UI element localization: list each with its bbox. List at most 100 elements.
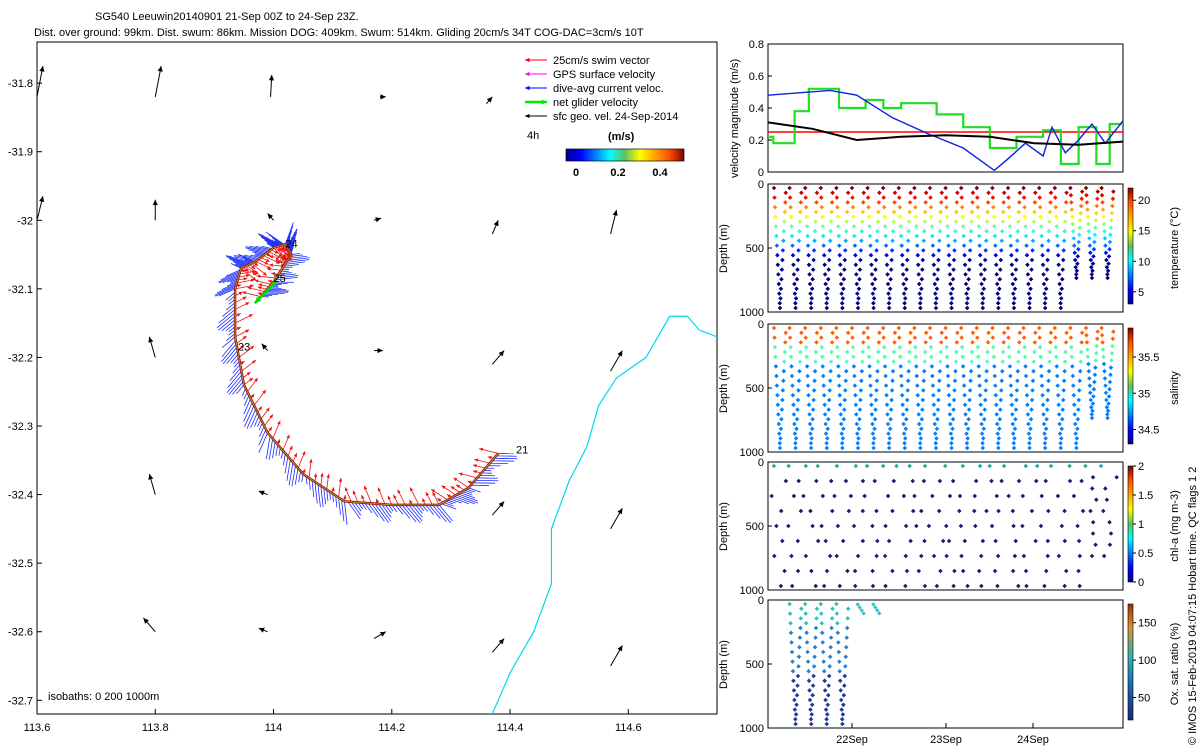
profile-point: [1104, 397, 1109, 403]
profile-point: [1042, 583, 1047, 589]
profile-point: [823, 697, 828, 703]
profile-point: [868, 383, 873, 388]
geo-arrow-head: [258, 490, 265, 496]
profile-point: [1062, 538, 1068, 544]
profile-point: [1069, 354, 1075, 360]
profile-point: [1045, 248, 1051, 253]
profile-point: [845, 190, 851, 196]
profile-point: [914, 364, 919, 369]
profile-point: [1101, 508, 1106, 514]
profile-point: [798, 200, 804, 205]
profile-point: [1063, 349, 1068, 355]
profile-point: [835, 630, 841, 636]
profile-point: [865, 325, 870, 331]
profile-point: [822, 272, 828, 277]
current-vector: [240, 258, 251, 265]
swim-vector-head: [236, 313, 241, 317]
profile-point: [842, 397, 848, 403]
profile-point: [812, 644, 818, 650]
profile-point: [772, 195, 777, 200]
profile-point: [805, 649, 810, 655]
profile-point: [950, 478, 956, 484]
profile-point: [912, 325, 917, 331]
swim-vector-head: [338, 477, 343, 482]
profile-point: [802, 601, 808, 607]
profile-point: [1075, 261, 1080, 266]
profile-point: [853, 392, 858, 398]
profile-point: [930, 383, 936, 388]
current-vector: [234, 256, 256, 262]
profile-point: [849, 325, 855, 331]
velocity-y-tick-label: 0.2: [749, 135, 764, 147]
profile-point: [797, 219, 803, 224]
profile-point: [796, 248, 801, 253]
profile-point: [835, 620, 840, 626]
profile-point: [964, 445, 970, 451]
profile-point: [1043, 436, 1048, 441]
profile-point: [1030, 248, 1035, 253]
profile-point: [1013, 407, 1019, 412]
profile-point: [1093, 365, 1098, 370]
geo-arrow-head: [143, 618, 149, 624]
profile-point: [830, 606, 835, 612]
profile-point: [1062, 583, 1067, 589]
profile-point: [1053, 204, 1059, 210]
profile-point: [945, 224, 950, 229]
geo-arrow-head: [258, 627, 265, 633]
profile-point: [1077, 553, 1083, 559]
profile-point: [834, 611, 840, 616]
profile-point: [1053, 214, 1059, 220]
profile-point: [905, 388, 910, 393]
current-vector: [432, 504, 447, 523]
profile-point: [920, 257, 926, 263]
velocity-ylabel: velocity magnitude (m/s): [729, 59, 741, 178]
profile-point: [861, 190, 867, 196]
profile-point: [1094, 497, 1099, 503]
profile-point: [795, 267, 800, 272]
profile-point: [960, 214, 965, 220]
profile-point: [1027, 305, 1032, 311]
profile-point: [1086, 221, 1091, 227]
profile-point: [841, 692, 847, 698]
depth-colorbar: [1127, 465, 1134, 583]
profile-point: [915, 402, 921, 408]
current-vector: [457, 493, 478, 502]
profile-point: [892, 200, 897, 205]
profile-point: [908, 330, 913, 336]
profile-point: [1042, 440, 1048, 446]
profile-point: [1109, 210, 1115, 216]
profile-point: [1039, 243, 1045, 248]
swim-vector-head: [276, 439, 281, 444]
current-vector: [294, 468, 299, 485]
profile-point: [904, 267, 909, 272]
profile-point: [994, 272, 999, 277]
profile-point: [1038, 354, 1043, 360]
profile-point: [809, 436, 814, 441]
map-x-tick-label: 114: [265, 722, 283, 734]
profile-point: [777, 445, 783, 451]
profile-point: [949, 305, 954, 311]
profile-point: [901, 493, 907, 499]
profile-point: [852, 243, 858, 248]
profile-point: [977, 243, 982, 248]
profile-point: [829, 616, 835, 621]
current-vector: [425, 504, 434, 515]
profile-point: [1061, 238, 1067, 244]
swim-vector-head: [248, 314, 253, 318]
profile-point: [980, 440, 985, 446]
profile-point: [772, 553, 777, 559]
profile-point: [1093, 218, 1099, 223]
profile-point: [778, 508, 784, 514]
profile-point: [801, 493, 806, 499]
profile-point: [1025, 272, 1031, 277]
profile-point: [828, 644, 833, 650]
profile-point: [1077, 225, 1083, 230]
profile-point: [973, 478, 979, 484]
profile-point: [1046, 508, 1051, 514]
swim-vector-head: [258, 406, 262, 411]
profile-point: [808, 721, 814, 727]
profile-point: [1013, 416, 1018, 422]
profile-point: [912, 195, 918, 200]
profile-point: [1029, 267, 1034, 272]
